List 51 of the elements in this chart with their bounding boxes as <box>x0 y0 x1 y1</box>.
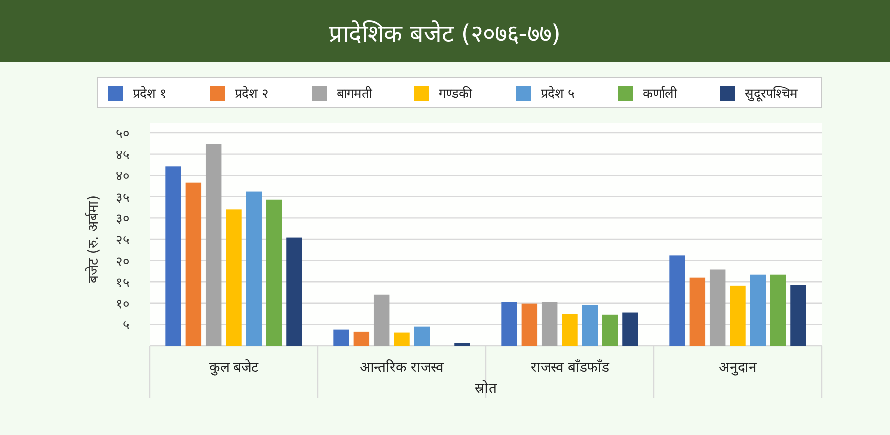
bar <box>206 144 222 346</box>
y-tick-label: २० <box>116 254 130 270</box>
bar <box>374 294 390 346</box>
legend-label: प्रदेश १ <box>133 86 168 102</box>
bar <box>670 256 686 346</box>
y-tick-label: १५ <box>116 276 130 292</box>
legend-label: सुदूरपश्चिम <box>745 86 798 102</box>
legend-label: प्रदेश २ <box>235 86 270 102</box>
bar <box>354 332 370 346</box>
x-tick-label: कुल बजेट <box>209 359 260 376</box>
bar <box>266 200 282 346</box>
y-tick-label: ५० <box>116 127 130 142</box>
bar <box>790 285 806 346</box>
y-tick-label: ३५ <box>116 190 130 206</box>
title: प्रादेशिक बजेट (२०७६-७७) <box>329 20 561 48</box>
bar <box>770 274 786 346</box>
bar <box>166 166 182 346</box>
bar <box>334 330 350 346</box>
bar <box>414 326 430 346</box>
legend-label: बागमती <box>337 86 373 102</box>
bar <box>750 274 766 346</box>
bar <box>522 304 538 346</box>
x-axis-title: स्रोत <box>475 380 498 397</box>
bar <box>710 270 726 346</box>
y-tick-label: ३० <box>116 212 130 228</box>
bar <box>730 286 746 346</box>
legend-label: प्रदेश ५ <box>541 86 576 102</box>
bar <box>622 312 638 346</box>
bar <box>394 332 410 346</box>
y-tick-label: ४० <box>116 170 130 185</box>
bar <box>562 314 578 346</box>
y-tick-label: ४५ <box>116 148 130 164</box>
y-tick-label: ५ <box>123 318 130 334</box>
bar <box>286 238 302 346</box>
bar <box>502 302 518 346</box>
y-axis-title: बजेट (रु. अर्बमा) <box>85 195 102 284</box>
y-tick-label: १० <box>116 297 130 312</box>
bar <box>690 278 706 346</box>
bar <box>226 210 242 346</box>
bar <box>582 305 598 346</box>
bar <box>602 314 618 346</box>
x-tick-label: आन्तरिक राजस्व <box>360 359 444 376</box>
bar <box>542 302 558 346</box>
x-tick-label: राजस्व बाँडफाँड <box>530 359 610 376</box>
y-tick-label: २५ <box>116 234 130 248</box>
bar <box>186 182 202 346</box>
bar <box>246 192 262 346</box>
legend-label: कर्णाली <box>643 86 678 102</box>
bar <box>454 343 470 346</box>
x-tick-label: अनुदान <box>719 360 757 376</box>
legend-label: गण्डकी <box>439 86 473 102</box>
